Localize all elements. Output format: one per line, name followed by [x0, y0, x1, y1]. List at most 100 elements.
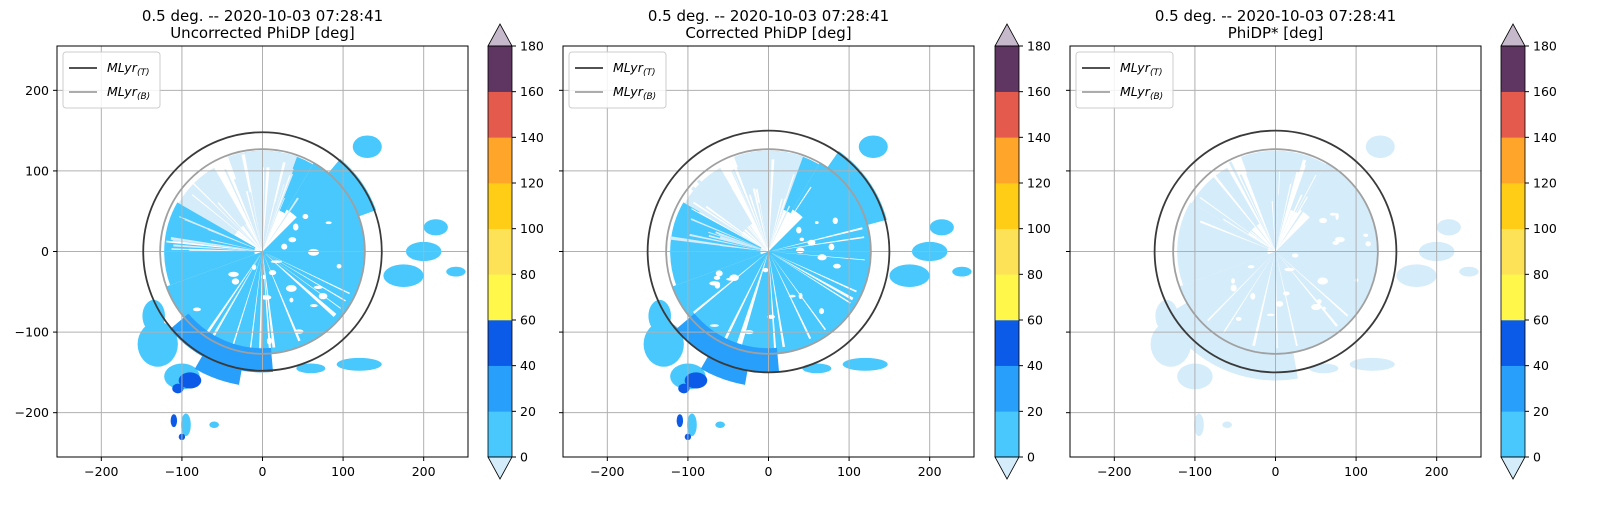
beam-streak [669, 236, 767, 252]
echo-gap [268, 270, 277, 276]
beam-streak [263, 183, 285, 250]
legend-subscript: (T) [1150, 68, 1163, 78]
beam-streak [691, 199, 767, 251]
beam-streak [1273, 201, 1276, 250]
beam-streak [1222, 218, 1274, 251]
colorbar-tick-label: 100 [1027, 221, 1051, 236]
beam-streak [191, 194, 261, 250]
beam-streak [177, 241, 261, 252]
beam-streak [689, 233, 767, 252]
echo-gap [1282, 291, 1290, 296]
colorbar-segment [995, 411, 1019, 458]
echo-gap [231, 278, 240, 285]
colorbar-tick-label: 40 [1533, 358, 1549, 373]
beam-streak [752, 188, 768, 250]
echo-patch [446, 266, 466, 277]
legend-subscript: (B) [643, 92, 656, 102]
colorbar-tick-label: 120 [1027, 176, 1051, 191]
beam-streak [724, 255, 767, 339]
beam-streak [748, 194, 768, 250]
echo-gap [1317, 277, 1328, 285]
beam-streak [212, 254, 261, 335]
beam-streak [263, 255, 301, 342]
beam-streak [769, 255, 786, 348]
legend-label: MLyr [107, 60, 138, 75]
beam-streak [732, 169, 768, 250]
beam-streak [253, 168, 263, 250]
echo-gap [1365, 241, 1371, 247]
echo-gap [336, 264, 342, 269]
beam-streak [1198, 253, 1273, 312]
echo-patch [1349, 357, 1395, 371]
echo-gap [1275, 301, 1284, 307]
beam-streak [736, 166, 768, 250]
echo-patch [687, 413, 697, 437]
ml-bottom-ring [665, 148, 872, 355]
echo-gap [313, 285, 323, 289]
echo-gap [1335, 212, 1339, 220]
echo-patch [423, 219, 448, 236]
echo-patch [684, 372, 708, 389]
colorbar-segment [1501, 228, 1525, 275]
beam-streak [769, 174, 795, 250]
beam-streak [769, 198, 787, 250]
beam-streak [1248, 173, 1275, 250]
colorbar: 0 20 40 60 80 100 120 140 160 180 [1500, 23, 1557, 480]
x-tick-label: 0 [259, 464, 267, 479]
colorbar-segment [1501, 320, 1525, 366]
beam-streak [1212, 173, 1275, 250]
colorbar-segment [488, 320, 512, 366]
beam-streak [1257, 167, 1276, 250]
ml-top-ring [646, 129, 891, 374]
radar-field [643, 135, 972, 441]
colorbar-under-triangle [487, 456, 513, 480]
beam-streak [1239, 174, 1275, 250]
beam-streak [192, 182, 261, 250]
legend: MLyr (T)MLyr (B) [62, 51, 161, 109]
x-tick-label: 100 [837, 464, 861, 479]
beam-streak [1275, 167, 1280, 250]
colorbar-over-triangle [487, 23, 513, 47]
echo-patch [172, 383, 184, 394]
echo-band [324, 158, 377, 219]
beam-streak [768, 156, 780, 250]
radar-field [137, 135, 466, 441]
echo-gap [266, 337, 272, 345]
echo-gap [192, 307, 202, 312]
y-tick-label: −200 [15, 405, 49, 420]
legend-box [62, 51, 161, 109]
beam-streak [769, 198, 783, 250]
colorbar-segment [488, 183, 512, 229]
beam-streak [263, 197, 299, 250]
beam-streak [768, 175, 778, 250]
colorbar-tick-label: 60 [520, 313, 536, 328]
echo-gap [292, 223, 299, 231]
colorbar-tick-label: 160 [520, 84, 544, 99]
colorbar-tick-label: 40 [520, 358, 536, 373]
echo-patch [802, 363, 832, 374]
beam-streak [719, 236, 767, 251]
colorbar-tick-label: 180 [1027, 39, 1051, 54]
x-tick-label: 200 [412, 464, 436, 479]
beam-streak [1207, 254, 1273, 322]
beam-streak [1232, 225, 1274, 251]
y-tick-label: 0 [41, 244, 49, 259]
beam-streak [1232, 195, 1275, 250]
beam-streak [696, 179, 767, 250]
colorbar-tick-label: 80 [1027, 267, 1043, 282]
echo-gap [318, 292, 328, 300]
beam-streak [265, 254, 337, 316]
echo-patch [678, 383, 690, 394]
echo-gap [1284, 267, 1295, 272]
radar-field [1150, 135, 1479, 437]
colorbar-tick-label: 160 [1027, 84, 1051, 99]
beam-streak [263, 174, 291, 250]
colorbar-segment [488, 365, 512, 412]
beam-streak [245, 190, 262, 250]
x-tick-label: 0 [765, 464, 773, 479]
beam-streak [232, 255, 262, 344]
echo-gap [1291, 253, 1299, 258]
colorbar-segment [995, 228, 1019, 275]
